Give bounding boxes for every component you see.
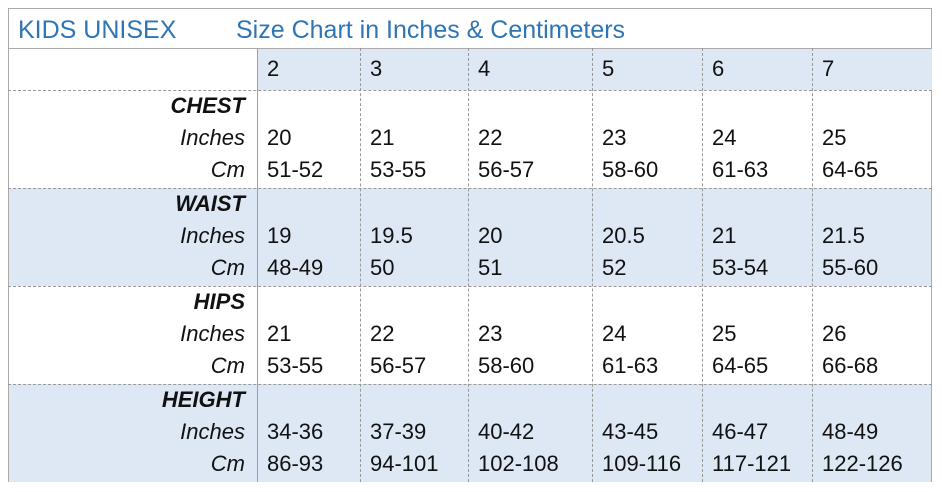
title: KIDS UNISEX (18, 16, 177, 44)
cell: 51 (478, 255, 503, 280)
cell: 66-68 (822, 353, 879, 378)
cell: 22 (478, 125, 503, 150)
cell: 25 (712, 321, 737, 346)
section-fill (9, 384, 931, 482)
row-label: Cm (210, 157, 245, 182)
row-label: Cm (210, 353, 245, 378)
cell: 52 (602, 255, 627, 280)
cell: 64-65 (822, 157, 879, 182)
cell: 61-63 (602, 353, 659, 378)
cell: 109-116 (602, 451, 682, 476)
section-name: HEIGHT (161, 387, 245, 412)
size-header: 4 (478, 56, 491, 81)
cell: 40-42 (478, 419, 535, 444)
cell: 58-60 (602, 157, 659, 182)
cell: 21 (370, 125, 395, 150)
row-label: Inches (180, 223, 245, 248)
cell: 19.5 (370, 223, 413, 248)
section-name: HIPS (193, 289, 245, 314)
col-divider (468, 48, 469, 482)
size-header: 6 (712, 56, 725, 81)
cell: 61-63 (712, 157, 769, 182)
row-label: Inches (180, 419, 245, 444)
section-line (8, 90, 932, 91)
cell: 22 (370, 321, 395, 346)
section-line (8, 286, 932, 287)
cell: 56-57 (370, 353, 427, 378)
row-label: Cm (210, 451, 245, 476)
header-fill (257, 48, 932, 90)
cell: 34-36 (267, 419, 324, 444)
cell: 23 (602, 125, 627, 150)
section-name: WAIST (175, 191, 245, 216)
cell: 56-57 (478, 157, 535, 182)
cell: 51-52 (267, 157, 324, 182)
cell: 20 (267, 125, 292, 150)
cell: 21 (712, 223, 737, 248)
cell: 19 (267, 223, 292, 248)
col-divider (592, 48, 593, 482)
row-label: Inches (180, 125, 245, 150)
header-line (8, 48, 932, 49)
cell: 48-49 (822, 419, 879, 444)
cell: 46-47 (712, 419, 769, 444)
cell: 20 (478, 223, 503, 248)
cell: 64-65 (712, 353, 769, 378)
col-divider (702, 48, 703, 482)
cell: 55-60 (822, 255, 879, 280)
size-header: 7 (822, 56, 835, 81)
cell: 23 (478, 321, 503, 346)
subtitle: Size Chart in Inches & Centimeters (236, 16, 626, 44)
cell: 43-45 (602, 419, 659, 444)
cell: 53-54 (712, 255, 769, 280)
cell: 94-101 (370, 451, 439, 476)
col-divider (812, 48, 813, 482)
size-header: 2 (267, 56, 280, 81)
section-line (8, 384, 932, 385)
cell: 50 (370, 255, 395, 280)
cell: 37-39 (370, 419, 427, 444)
row-label: Inches (180, 321, 245, 346)
cell: 53-55 (267, 353, 324, 378)
section-name: CHEST (170, 93, 245, 118)
size-header: 3 (370, 56, 383, 81)
cell: 24 (602, 321, 627, 346)
section-line (8, 188, 932, 189)
cell: 20.5 (602, 223, 645, 248)
cell: 21.5 (822, 223, 865, 248)
label-divider (257, 48, 258, 482)
cell: 24 (712, 125, 737, 150)
cell: 25 (822, 125, 847, 150)
size-header: 5 (602, 56, 615, 81)
cell: 58-60 (478, 353, 535, 378)
cell: 117-121 (712, 451, 792, 476)
cell: 26 (822, 321, 847, 346)
cell: 21 (267, 321, 292, 346)
col-divider (360, 48, 361, 482)
cell: 86-93 (267, 451, 324, 476)
cell: 48-49 (267, 255, 324, 280)
section-fill (9, 188, 931, 286)
cell: 102-108 (478, 451, 559, 476)
cell: 53-55 (370, 157, 427, 182)
row-label: Cm (210, 255, 245, 280)
cell: 122-126 (822, 451, 903, 476)
